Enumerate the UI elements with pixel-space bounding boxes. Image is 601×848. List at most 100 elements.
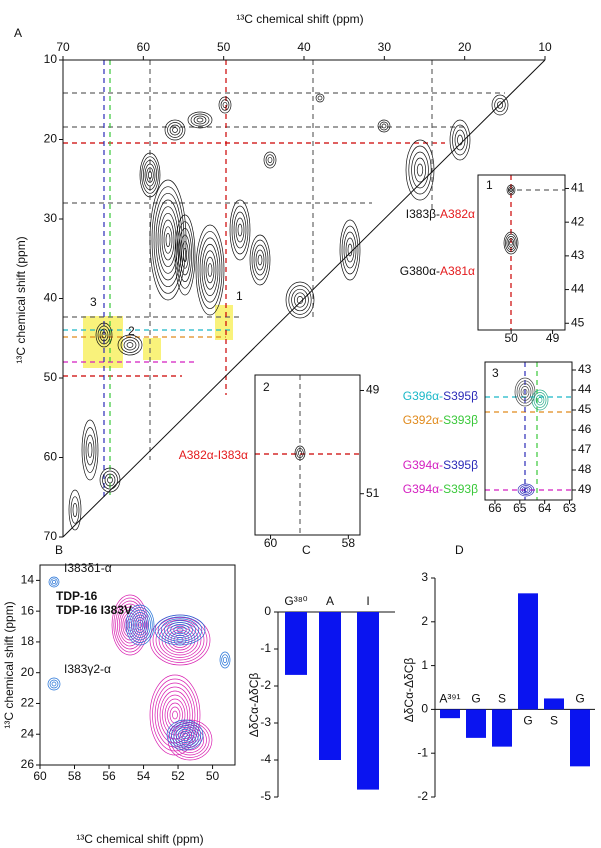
- y-axis-label: ¹³C chemical shift (ppm): [14, 236, 28, 363]
- contour: [507, 238, 515, 248]
- label-part: I383β-: [406, 207, 440, 221]
- label-part: A381α: [440, 264, 475, 278]
- decoration: [62, 59, 572, 538]
- contour: [506, 184, 516, 196]
- contour: [491, 94, 509, 116]
- contour: [72, 502, 78, 518]
- contour: [233, 211, 247, 249]
- contour: [522, 388, 528, 396]
- contour: [132, 614, 148, 636]
- y-axis-label: ΔδCα-ΔδCβ: [247, 673, 261, 738]
- contour: [176, 637, 184, 643]
- peak-label: G394α-S393β: [403, 482, 478, 496]
- contour: [172, 127, 178, 133]
- x-tick-label: G: [471, 692, 480, 706]
- y-tick-label: 44: [578, 382, 592, 396]
- x-tick-label: S: [498, 692, 506, 706]
- contour: [68, 489, 82, 531]
- label-part: S395β: [443, 458, 478, 472]
- x-tick-label: G: [523, 714, 532, 728]
- contour: [222, 656, 228, 664]
- peak-label: G392α-S393β: [403, 413, 478, 427]
- contour: [267, 156, 273, 164]
- y-tick-label: 70: [44, 529, 58, 543]
- contour: [152, 678, 198, 752]
- contour: [127, 607, 153, 643]
- contour: [166, 719, 204, 751]
- contour: [70, 496, 80, 524]
- contour: [219, 651, 231, 669]
- contour: [167, 622, 193, 638]
- contour: [87, 442, 93, 458]
- contour: [182, 247, 188, 263]
- contour: [176, 221, 194, 289]
- contour: [285, 281, 315, 319]
- contour: [149, 179, 187, 301]
- contour: [155, 199, 181, 281]
- contour: [164, 119, 186, 141]
- peak-label: G380α-A381α: [400, 264, 475, 278]
- x-tick-label: 52: [171, 769, 185, 783]
- y-tick-label: 48: [578, 462, 592, 476]
- contour: [317, 95, 323, 101]
- contour: [107, 476, 113, 484]
- contour: [205, 256, 215, 284]
- bar: [440, 709, 460, 719]
- contour: [297, 450, 303, 456]
- contour: [517, 483, 535, 497]
- contour: [81, 419, 99, 481]
- plot-frame: [477, 174, 566, 331]
- y-tick-label: -3: [260, 715, 271, 729]
- contour: [220, 99, 230, 111]
- contour: [193, 115, 207, 125]
- contour: [117, 334, 143, 356]
- bar: [518, 593, 538, 710]
- contour: [171, 723, 199, 747]
- bar: [319, 612, 341, 760]
- contour: [173, 725, 197, 745]
- x-tick-label: 60: [264, 536, 278, 550]
- contour: [251, 239, 269, 281]
- contour: [296, 447, 304, 459]
- y-tick-label: 43: [571, 248, 585, 262]
- contour: [99, 328, 109, 342]
- y-tick-label: 42: [571, 214, 585, 228]
- contour: [51, 579, 57, 585]
- y-tick-label: 30: [44, 211, 58, 225]
- contour: [533, 392, 547, 408]
- contour: [496, 101, 504, 109]
- contour: [507, 186, 515, 194]
- contour: [97, 325, 111, 345]
- contour: [537, 397, 543, 403]
- contour: [521, 486, 531, 494]
- contour: [104, 473, 116, 487]
- contour: [124, 615, 136, 635]
- y-tick-label: 45: [578, 402, 592, 416]
- contour: [177, 729, 193, 741]
- y-tick-label: 41: [571, 181, 585, 195]
- contour: [168, 721, 202, 749]
- contour: [167, 719, 213, 761]
- plot-frame: [254, 374, 361, 536]
- y-tick-label: -2: [260, 678, 271, 692]
- panel-label: 2: [263, 380, 270, 394]
- contour: [381, 123, 387, 129]
- y-tick-label: 22: [21, 696, 35, 710]
- contour: [139, 152, 161, 198]
- contour: [122, 612, 138, 638]
- y-tick-label: 26: [21, 757, 35, 771]
- annotation: I383γ2-α: [64, 662, 111, 676]
- panel-label: B: [55, 543, 63, 557]
- contour: [178, 729, 202, 751]
- contour: [265, 154, 275, 166]
- y-tick-label: -5: [260, 789, 271, 803]
- contour: [99, 467, 121, 493]
- x-tick-label: 50: [504, 331, 518, 345]
- contour: [173, 724, 207, 756]
- y-tick-label: 2: [421, 614, 428, 628]
- contour: [85, 434, 95, 466]
- y-tick-label: 24: [21, 726, 35, 740]
- peak-label: I383β-A382α: [406, 207, 475, 221]
- contour: [416, 163, 424, 177]
- contour: [519, 485, 533, 495]
